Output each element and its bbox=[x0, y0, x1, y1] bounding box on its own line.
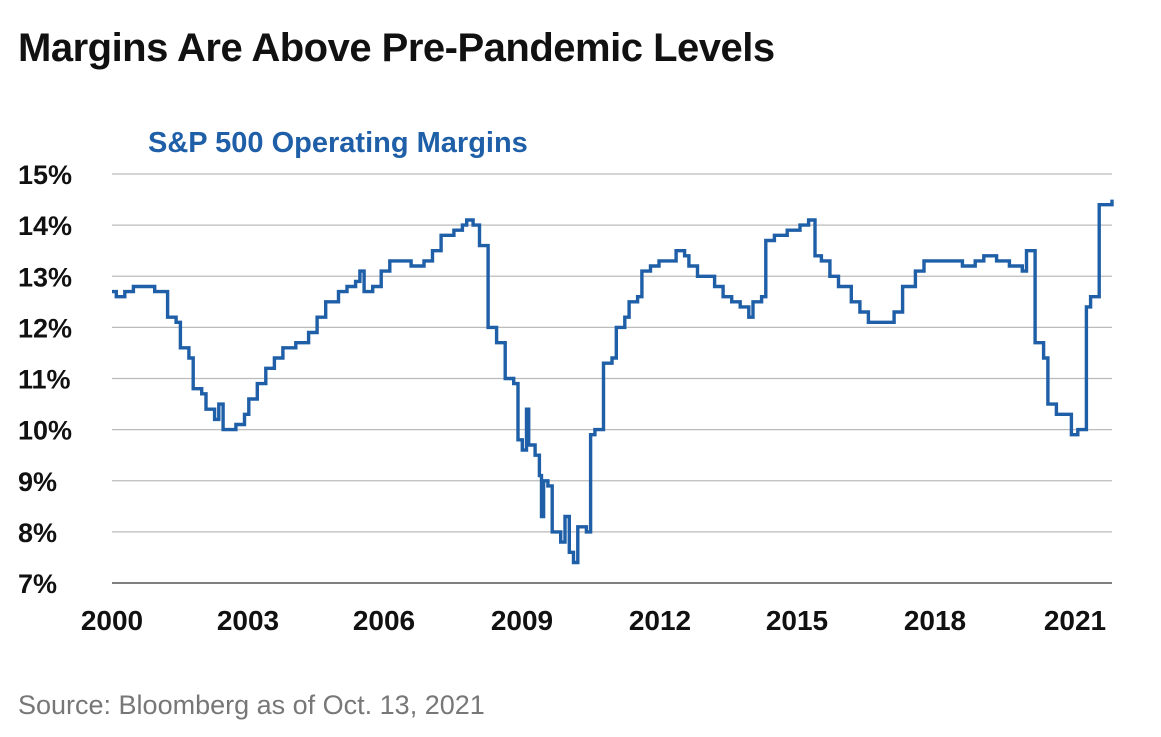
source-note: Source: Bloomberg as of Oct. 13, 2021 bbox=[18, 690, 485, 720]
chart-title: S&P 500 Operating Margins bbox=[148, 127, 528, 159]
y-axis: 7% 8% 9% 10% 11% 12% 13% 14% 15% bbox=[18, 160, 72, 599]
y-tick-label: 14% bbox=[18, 211, 72, 241]
x-tick-label: 2021 bbox=[1044, 605, 1106, 636]
y-tick-label: 12% bbox=[18, 313, 72, 343]
page-title: Margins Are Above Pre-Pandemic Levels bbox=[18, 26, 775, 70]
x-tick-label: 2003 bbox=[217, 605, 279, 636]
y-tick-label: 15% bbox=[18, 160, 72, 190]
gridlines bbox=[112, 173, 1112, 584]
x-tick-label: 2018 bbox=[904, 605, 966, 636]
y-tick-label: 7% bbox=[18, 569, 57, 599]
series-line-operating-margins bbox=[112, 199, 1114, 565]
x-tick-label: 2006 bbox=[353, 605, 415, 636]
y-tick-label: 9% bbox=[18, 467, 57, 497]
x-tick-label: 2000 bbox=[81, 605, 143, 636]
y-tick-label: 10% bbox=[18, 416, 72, 446]
y-tick-label: 13% bbox=[18, 262, 72, 292]
x-tick-label: 2009 bbox=[491, 605, 553, 636]
x-axis: 2000 2003 2006 2009 2012 2015 2018 2021 bbox=[81, 605, 1106, 636]
y-tick-label: 8% bbox=[18, 518, 57, 548]
x-tick-label: 2015 bbox=[766, 605, 828, 636]
y-tick-label: 11% bbox=[18, 365, 71, 395]
series-layer bbox=[112, 199, 1114, 565]
x-tick-label: 2012 bbox=[629, 605, 691, 636]
